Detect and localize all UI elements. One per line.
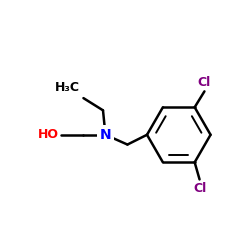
Text: Cl: Cl <box>198 76 211 89</box>
Text: H₃C: H₃C <box>55 82 80 94</box>
Text: HO: HO <box>38 128 59 141</box>
Text: N: N <box>100 128 111 142</box>
Text: Cl: Cl <box>193 182 206 195</box>
